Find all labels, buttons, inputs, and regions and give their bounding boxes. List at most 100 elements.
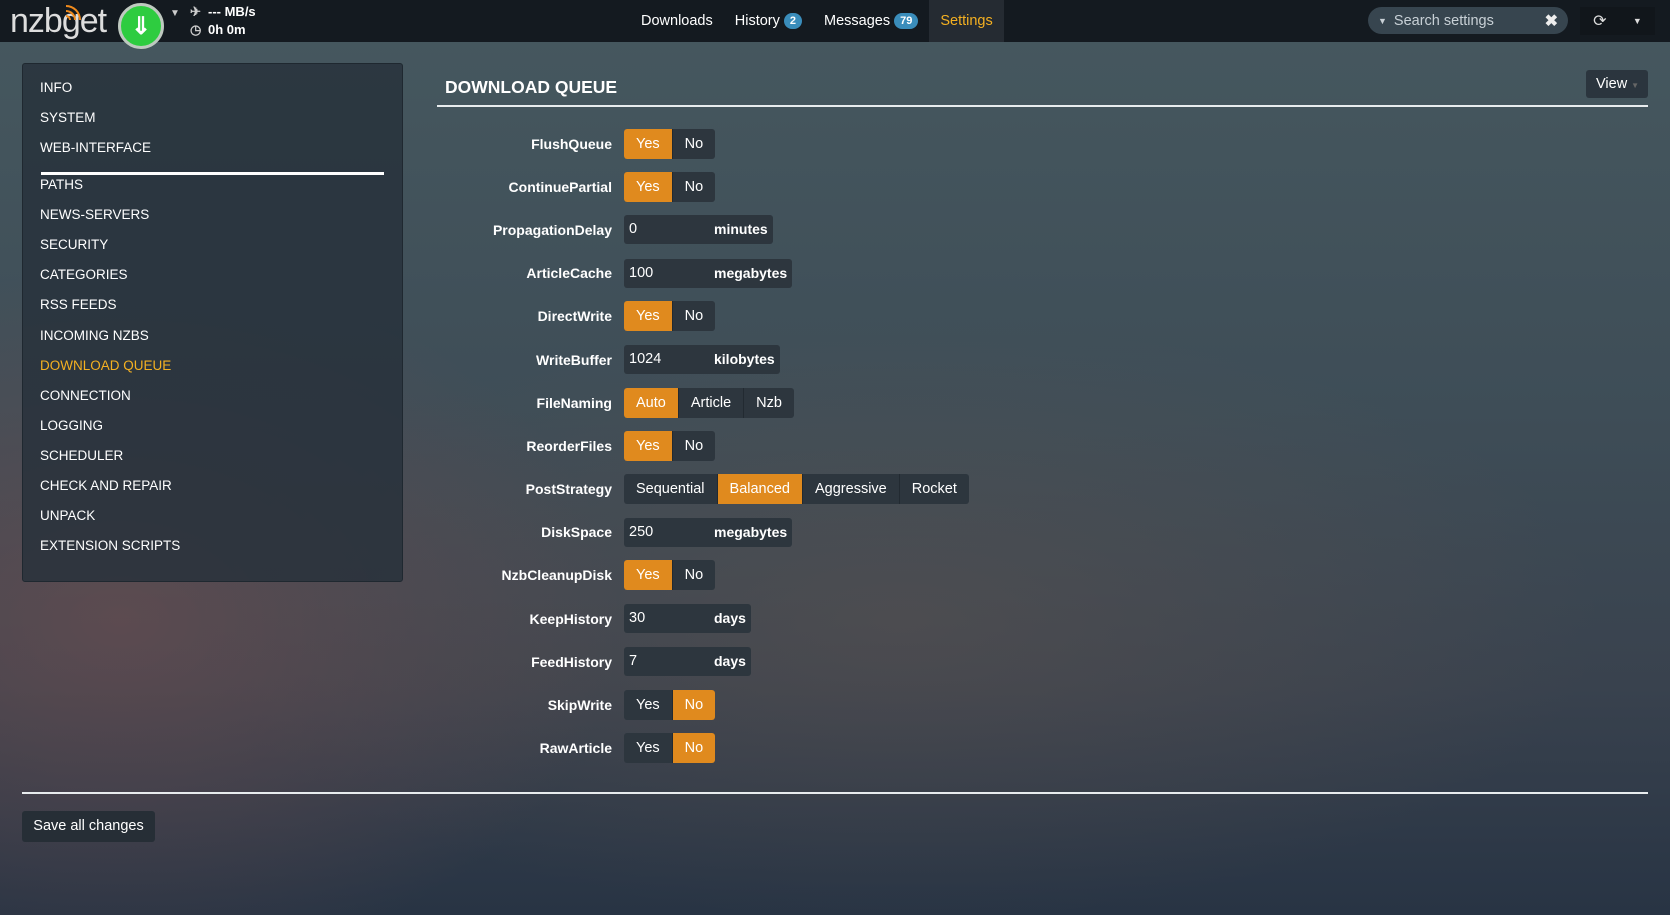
tab-label: History: [734, 13, 780, 29]
caret-down-icon[interactable]: ▼: [1378, 15, 1387, 26]
articlecache-input[interactable]: 100: [624, 258, 713, 288]
option-yes-button[interactable]: Yes: [624, 430, 673, 461]
setting-label: DirectWrite: [537, 308, 612, 325]
diskspace-field: 250 megabytes: [624, 517, 793, 547]
sidebar-item-unpack[interactable]: UNPACK: [40, 508, 96, 524]
tab-downloads[interactable]: Downloads: [630, 0, 724, 42]
nzbcleanupdisk-toggle: Yes No: [624, 560, 716, 591]
setting-label: ReorderFiles: [526, 437, 612, 454]
unit-label: days: [713, 604, 751, 634]
tab-label: Downloads: [641, 13, 713, 29]
setting-label: DiskSpace: [541, 524, 612, 541]
option-rocket-button[interactable]: Rocket: [911, 481, 957, 498]
option-no-button[interactable]: No: [684, 437, 704, 454]
rawarticle-toggle: Yes No: [624, 733, 716, 764]
setting-label: SkipWrite: [547, 697, 612, 714]
chevron-down-icon[interactable]: ▼: [170, 8, 180, 19]
feedhistory-input[interactable]: 7: [624, 647, 713, 677]
sidebar-item-info[interactable]: INFO: [40, 80, 73, 95]
option-nzb-button[interactable]: Nzb: [756, 394, 782, 411]
poststrategy-toggle: Sequential Balanced Aggressive Rocket: [624, 474, 969, 505]
messages-badge: 79: [894, 13, 919, 29]
view-button[interactable]: View ▼: [1586, 70, 1648, 98]
unit-label: minutes: [713, 215, 773, 245]
sidebar-item-news-servers[interactable]: NEWS-SERVERS: [40, 207, 150, 223]
setting-row-rawarticle: RawArticle Yes No: [437, 727, 969, 770]
sidebar-item-system[interactable]: SYSTEM: [40, 110, 96, 125]
sidebar-item-rss-feeds[interactable]: RSS FEEDS: [40, 297, 117, 313]
sidebar-item-incoming-nzbs[interactable]: INCOMING NZBS: [40, 327, 149, 343]
setting-row-diskspace: DiskSpace 250 megabytes: [437, 511, 969, 554]
option-no-button[interactable]: No: [684, 567, 704, 584]
tab-messages[interactable]: Messages 79: [813, 0, 929, 42]
setting-label: PostStrategy: [525, 481, 612, 498]
setting-row-poststrategy: PostStrategy Sequential Balanced Aggressive…: [437, 468, 969, 511]
title-divider: [437, 105, 1648, 107]
refresh-icon[interactable]: ⟳: [1593, 13, 1607, 30]
option-no-button[interactable]: No: [672, 690, 716, 721]
sidebar-item-logging[interactable]: LOGGING: [40, 417, 104, 433]
tab-settings[interactable]: Settings: [929, 0, 1004, 42]
setting-label: FlushQueue: [531, 135, 612, 152]
top-bar: nzbget ⇓ ▼ ✈ --- MB/s ◷ 0h 0m Downloads Hi…: [0, 0, 1670, 49]
search-input[interactable]: ▼ Search settings ✖: [1368, 7, 1568, 34]
option-yes-button[interactable]: Yes: [624, 733, 673, 764]
option-article-button[interactable]: Article: [679, 387, 745, 418]
option-no-button[interactable]: No: [684, 178, 704, 195]
setting-row-writebuffer: WriteBuffer 1024 kilobytes: [437, 338, 969, 381]
reorderfiles-toggle: Yes No: [624, 430, 716, 461]
speed-text: --- MB/s: [208, 4, 256, 19]
flushqueue-toggle: Yes No: [624, 128, 716, 159]
settings-sidebar: INFO SYSTEM WEB-INTERFACE PATHS NEWS-SERVERS…: [22, 63, 403, 582]
unit-label: megabytes: [713, 258, 793, 288]
sidebar-item-scheduler[interactable]: SCHEDULER: [40, 447, 124, 463]
option-no-button[interactable]: No: [684, 308, 704, 325]
refresh-group: ⟳ ▼: [1580, 7, 1655, 35]
sidebar-item-paths[interactable]: PATHS: [40, 177, 84, 192]
download-status-button[interactable]: ⇓: [118, 3, 164, 49]
history-badge: 2: [783, 13, 802, 29]
setting-row-flushqueue: FlushQueue Yes No: [437, 122, 969, 165]
option-auto-button[interactable]: Auto: [624, 387, 679, 418]
sidebar-item-check-and-repair[interactable]: CHECK AND REPAIR: [40, 478, 172, 493]
articlecache-field: 100 megabytes: [624, 258, 793, 288]
writebuffer-input[interactable]: 1024: [624, 345, 713, 375]
option-sequential-button[interactable]: Sequential: [624, 474, 718, 505]
sidebar-item-download-queue[interactable]: DOWNLOAD QUEUE: [40, 357, 172, 373]
sidebar-item-security[interactable]: SECURITY: [40, 237, 109, 253]
option-yes-button[interactable]: Yes: [624, 128, 673, 159]
keephistory-input[interactable]: 30: [624, 604, 713, 634]
speed-status: ✈ --- MB/s ◷ 0h 0m: [190, 3, 256, 39]
option-no-button[interactable]: No: [672, 733, 716, 764]
setting-row-keephistory: KeepHistory 30 days: [437, 597, 969, 640]
propagationdelay-input[interactable]: 0: [624, 215, 713, 245]
option-yes-button[interactable]: Yes: [624, 560, 673, 591]
diskspace-input[interactable]: 250: [624, 517, 713, 547]
setting-label: ContinuePartial: [508, 178, 612, 195]
clear-search-icon[interactable]: ✖: [1544, 12, 1558, 30]
option-yes-button[interactable]: Yes: [624, 171, 673, 202]
save-all-button[interactable]: Save all changes: [22, 811, 155, 842]
wifi-icon: [66, 4, 82, 20]
unit-label: kilobytes: [713, 345, 780, 375]
option-yes-button[interactable]: Yes: [624, 301, 673, 332]
option-balanced-button[interactable]: Balanced: [717, 474, 803, 505]
option-yes-button[interactable]: Yes: [624, 690, 673, 721]
chevron-down-icon[interactable]: ▼: [1632, 16, 1642, 26]
option-aggressive-button[interactable]: Aggressive: [803, 474, 900, 505]
setting-label: PropagationDelay: [492, 221, 612, 238]
directwrite-toggle: Yes No: [624, 301, 716, 332]
sidebar-item-connection[interactable]: CONNECTION: [40, 387, 131, 403]
option-no-button[interactable]: No: [684, 135, 704, 152]
download-arrow-icon: ⇓: [130, 12, 152, 40]
sidebar-divider: [41, 172, 384, 175]
setting-row-reorderfiles: ReorderFiles Yes No: [437, 424, 969, 467]
sidebar-item-extension-scripts[interactable]: EXTENSION SCRIPTS: [40, 538, 181, 554]
logo: nzbget: [10, 2, 107, 41]
logo-text: nzbget: [10, 2, 107, 40]
sidebar-item-categories[interactable]: CATEGORIES: [40, 267, 128, 283]
tab-history[interactable]: History 2: [724, 0, 813, 42]
sidebar-item-web-interface[interactable]: WEB-INTERFACE: [40, 140, 152, 155]
setting-label: RawArticle: [539, 740, 612, 757]
skipwrite-toggle: Yes No: [624, 690, 716, 721]
